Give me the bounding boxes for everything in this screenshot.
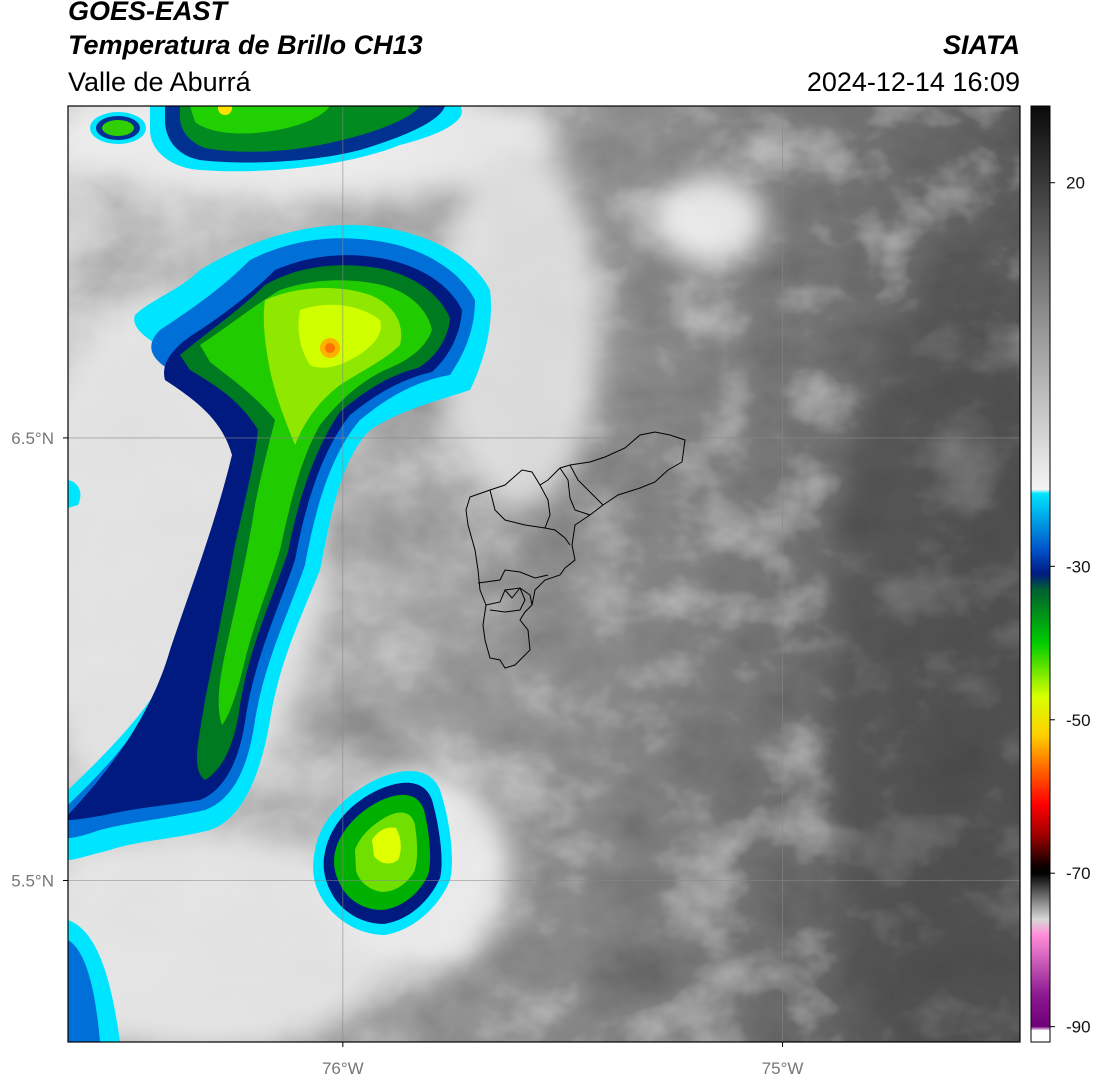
colorbar-gradient (1031, 106, 1050, 1042)
lon-tick-label: 76°W (322, 1059, 364, 1078)
colorbar-tick-label: -70 (1066, 864, 1091, 883)
colorbar: 20 -30 -50 -70 -90 (1030, 105, 1091, 1043)
colorbar-frame (1030, 105, 1051, 1043)
lon-tick-label: 75°W (762, 1059, 804, 1078)
colorbar-tick-label: 20 (1066, 174, 1085, 193)
colorbar-ticks: 20 -30 -50 -70 -90 (1050, 174, 1091, 1037)
map-panel (68, 106, 1020, 1042)
storm-cell-main (68, 225, 491, 860)
longitude-axis: 76°W 75°W (322, 1042, 803, 1078)
valle-aburra-boundaries (465, 431, 686, 669)
product-title: Temperatura de Brillo CH13 (68, 30, 423, 60)
storm-cell-north (150, 106, 462, 172)
storm-cell-small-nw (90, 112, 146, 144)
organization-name: SIATA (943, 30, 1020, 60)
colorbar-tick-label: -50 (1066, 711, 1091, 730)
lat-tick-label: 6.5°N (11, 429, 54, 448)
timestamp: 2024-12-14 16:09 (806, 67, 1020, 97)
map-frame (67, 105, 1021, 1043)
warm-surface-region (830, 280, 1020, 1042)
satellite-source: GOES-EAST (68, 0, 228, 26)
storm-cell-west-edge (68, 480, 120, 1042)
colorbar-tick-label: -90 (1066, 1018, 1091, 1037)
colorbar-tick-label: -30 (1066, 557, 1091, 576)
region-name: Valle de Aburrá (68, 67, 251, 97)
lat-tick-label: 5.5°N (11, 871, 54, 890)
map-gridlines (68, 106, 1020, 1042)
latitude-axis: 6.5°N 5.5°N (11, 429, 68, 890)
storm-cell-south (313, 770, 452, 935)
